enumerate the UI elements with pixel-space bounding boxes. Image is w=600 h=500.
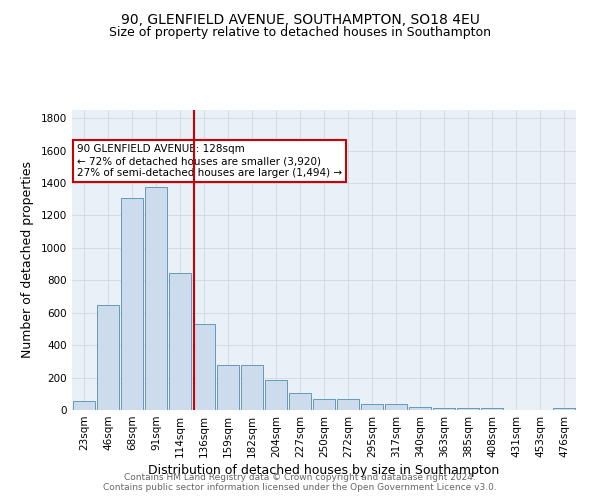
Bar [385,404,407,410]
Bar [97,306,119,410]
Bar [73,401,95,410]
Text: Size of property relative to detached houses in Southampton: Size of property relative to detached ho… [109,26,491,39]
Bar [361,404,383,410]
Text: 90 GLENFIELD AVENUE: 128sqm
← 72% of detached houses are smaller (3,920)
27% of : 90 GLENFIELD AVENUE: 128sqm ← 72% of det… [77,144,342,178]
Text: Contains HM Land Registry data © Crown copyright and database right 2024.: Contains HM Land Registry data © Crown c… [124,474,476,482]
Bar [169,273,191,410]
Text: Contains public sector information licensed under the Open Government Licence v3: Contains public sector information licen… [103,484,497,492]
Bar [313,400,335,410]
Text: 90, GLENFIELD AVENUE, SOUTHAMPTON, SO18 4EU: 90, GLENFIELD AVENUE, SOUTHAMPTON, SO18 … [121,12,479,26]
Bar [145,187,167,410]
X-axis label: Distribution of detached houses by size in Southampton: Distribution of detached houses by size … [148,464,500,477]
Bar [121,198,143,410]
Y-axis label: Number of detached properties: Number of detached properties [21,162,34,358]
Bar [289,393,311,410]
Bar [337,400,359,410]
Bar [217,366,239,410]
Bar [193,324,215,410]
Bar [481,408,503,410]
Bar [457,408,479,410]
Bar [433,408,455,410]
Bar [553,408,575,410]
Bar [409,407,431,410]
Bar [241,366,263,410]
Bar [265,380,287,410]
